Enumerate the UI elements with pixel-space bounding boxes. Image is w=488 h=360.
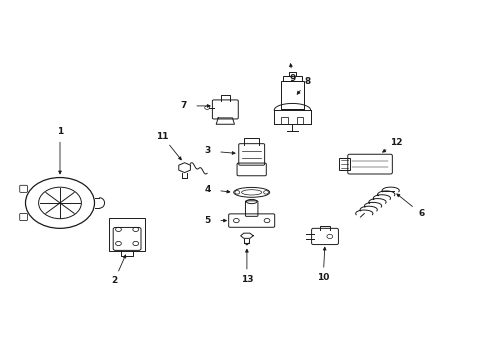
Bar [282, 76, 302, 81]
Text: 12: 12 [389, 138, 401, 147]
Text: 5: 5 [204, 216, 210, 225]
Text: 4: 4 [204, 185, 210, 194]
FancyBboxPatch shape [113, 228, 141, 251]
Text: 10: 10 [316, 273, 328, 282]
Bar [296, 117, 303, 123]
Text: 3: 3 [204, 147, 210, 156]
Bar [281, 117, 287, 123]
Text: 11: 11 [156, 132, 168, 141]
Text: 9: 9 [289, 74, 295, 83]
Text: 1: 1 [57, 127, 63, 136]
Text: 13: 13 [240, 275, 253, 284]
Bar [339, 158, 349, 170]
Text: 8: 8 [304, 77, 310, 86]
Text: 7: 7 [180, 102, 186, 111]
Text: 6: 6 [418, 210, 424, 219]
Bar [280, 81, 304, 109]
Text: 2: 2 [111, 276, 117, 285]
